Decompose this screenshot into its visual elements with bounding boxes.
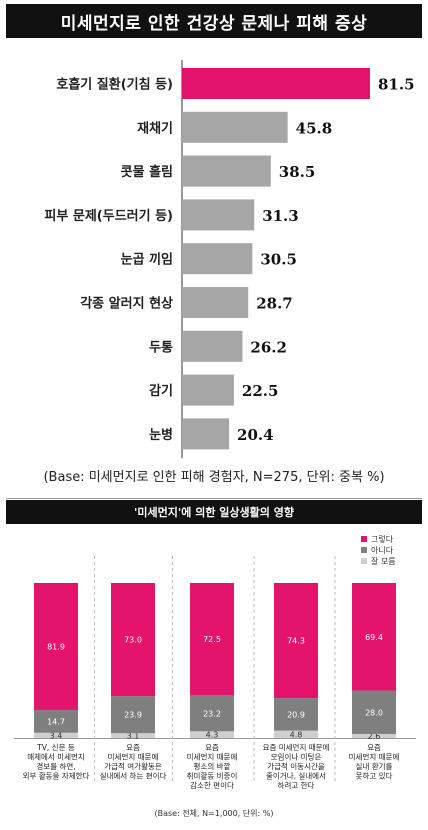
stack-segment bbox=[190, 731, 234, 738]
category-label: 눈병 bbox=[149, 427, 173, 443]
stack-segment bbox=[352, 733, 396, 738]
segment-label: 20.9 bbox=[287, 710, 305, 719]
value-label: 22.5 bbox=[242, 382, 279, 400]
symptom-bar-chart: 호흡기 질환(기침 등) 81.5 재채기 45.8 콧물 흘림 38.5 피부 문제(두드… bbox=[44, 60, 415, 459]
category-label: 호흡기 질환(기침 등) bbox=[56, 77, 173, 93]
category-label: 재채기 bbox=[137, 121, 173, 136]
segment-label: 72.5 bbox=[203, 635, 221, 644]
value-label: 28.7 bbox=[256, 295, 293, 313]
category-label: 요즘 bbox=[205, 743, 219, 752]
bar bbox=[182, 418, 230, 450]
value-label: 30.5 bbox=[260, 251, 297, 269]
category-label: 요즘 bbox=[126, 743, 140, 752]
value-label: 81.5 bbox=[378, 76, 415, 94]
stack-segment bbox=[34, 709, 78, 733]
stack-segment bbox=[274, 698, 318, 731]
segment-label: 14.7 bbox=[47, 717, 65, 726]
legend-label: 그렇다 bbox=[371, 534, 394, 544]
stack-segment bbox=[190, 583, 234, 696]
stack-segment bbox=[34, 583, 78, 710]
category-label: 평소의 바깥 bbox=[194, 761, 231, 771]
category-label: 못하고 있다 bbox=[356, 771, 393, 781]
value-label: 20.4 bbox=[237, 426, 274, 444]
segment-label: 3.1 bbox=[127, 732, 140, 741]
segment-label: 4.3 bbox=[206, 731, 219, 740]
value-label: 45.8 bbox=[296, 119, 333, 137]
category-label: 미세먼지 때문에 bbox=[187, 752, 238, 762]
legend-swatch bbox=[361, 547, 367, 553]
legend-swatch bbox=[361, 558, 367, 564]
category-label: 두통 bbox=[149, 340, 173, 355]
category-label: 줄이거나, 실내에서 bbox=[266, 771, 326, 781]
chart2-title: '미세먼지'에 의한 일상생활의 영향 bbox=[6, 500, 422, 524]
value-label: 31.3 bbox=[262, 207, 299, 225]
segment-label: 28.0 bbox=[365, 708, 383, 717]
category-label: 콧물 흘림 bbox=[121, 164, 173, 180]
category-label: 실내에서 하는 편이다 bbox=[100, 771, 167, 781]
value-label: 38.5 bbox=[279, 163, 316, 181]
stack-segment bbox=[111, 583, 155, 697]
bar bbox=[182, 243, 253, 275]
segment-label: 74.3 bbox=[287, 637, 305, 646]
category-label: 경보를 하면, bbox=[36, 761, 75, 771]
category-label: 하려고 한다 bbox=[278, 780, 315, 790]
category-label: 감기 bbox=[149, 384, 173, 399]
legend-swatch bbox=[361, 536, 367, 542]
segment-label: 2.6 bbox=[368, 732, 381, 741]
category-label: 미세먼지 때문에 bbox=[108, 752, 159, 762]
category-label: 각종 알러지 현상 bbox=[80, 296, 173, 312]
segment-label: 73.0 bbox=[124, 636, 142, 645]
category-label: 취미활동 비중이 bbox=[187, 771, 238, 781]
bar bbox=[182, 199, 255, 231]
legend-label: 아니다 bbox=[371, 545, 394, 555]
category-label: 피부 문제(두드러기 등) bbox=[44, 208, 173, 224]
segment-label: 3.4 bbox=[50, 731, 63, 740]
stack-segment bbox=[352, 690, 396, 734]
category-label: 눈곱 끼임 bbox=[121, 253, 173, 268]
category-label: 가급적 여가활동은 bbox=[104, 761, 162, 771]
stack-segment bbox=[274, 730, 318, 738]
bar bbox=[182, 287, 249, 318]
category-label: 미세먼지 때문에 bbox=[349, 752, 400, 762]
category-label: TV, 신문 등 bbox=[36, 743, 75, 752]
category-label: 가급적 이동시간을 bbox=[267, 761, 325, 771]
segment-label: 4.8 bbox=[290, 730, 303, 739]
category-label: 요즘 미세먼지 때문에 bbox=[263, 742, 330, 752]
category-label: 감소한 편이다 bbox=[190, 780, 234, 790]
stack-segment bbox=[34, 732, 78, 738]
category-label: 모임이나 미팅은 bbox=[271, 752, 322, 762]
bar bbox=[182, 111, 288, 143]
segment-label: 23.9 bbox=[124, 711, 142, 720]
stack-segment bbox=[274, 583, 318, 699]
bar bbox=[182, 155, 271, 187]
section-divider bbox=[6, 498, 422, 499]
chart-title: 미세먼지로 인한 건강상 문제나 피해 증상 bbox=[6, 4, 422, 38]
legend-label: 잘 모름 bbox=[371, 557, 396, 566]
base-note-2: (Base: 전체, N=1,000, 단위: %) bbox=[154, 809, 274, 818]
category-label: 매체에서 미세먼지 bbox=[27, 752, 85, 762]
stack-segment bbox=[111, 696, 155, 734]
stack-segment bbox=[111, 733, 155, 738]
segment-label: 23.2 bbox=[203, 709, 221, 718]
category-label: 실내 환기를 bbox=[356, 761, 393, 771]
base-note: (Base: 미세먼지로 인한 피해 경험자, N=275, 단위: 중복 %) bbox=[43, 470, 385, 485]
stack-segment bbox=[352, 583, 396, 691]
category-label: 외부 활동을 자제한다 bbox=[23, 771, 90, 781]
category-label: 요즘 bbox=[367, 743, 381, 752]
value-label: 26.2 bbox=[250, 338, 287, 356]
bar bbox=[182, 374, 234, 406]
bar bbox=[182, 330, 243, 362]
bar bbox=[182, 68, 370, 99]
segment-label: 81.9 bbox=[47, 642, 65, 651]
stack-segment bbox=[190, 695, 234, 732]
segment-label: 69.4 bbox=[365, 633, 383, 642]
